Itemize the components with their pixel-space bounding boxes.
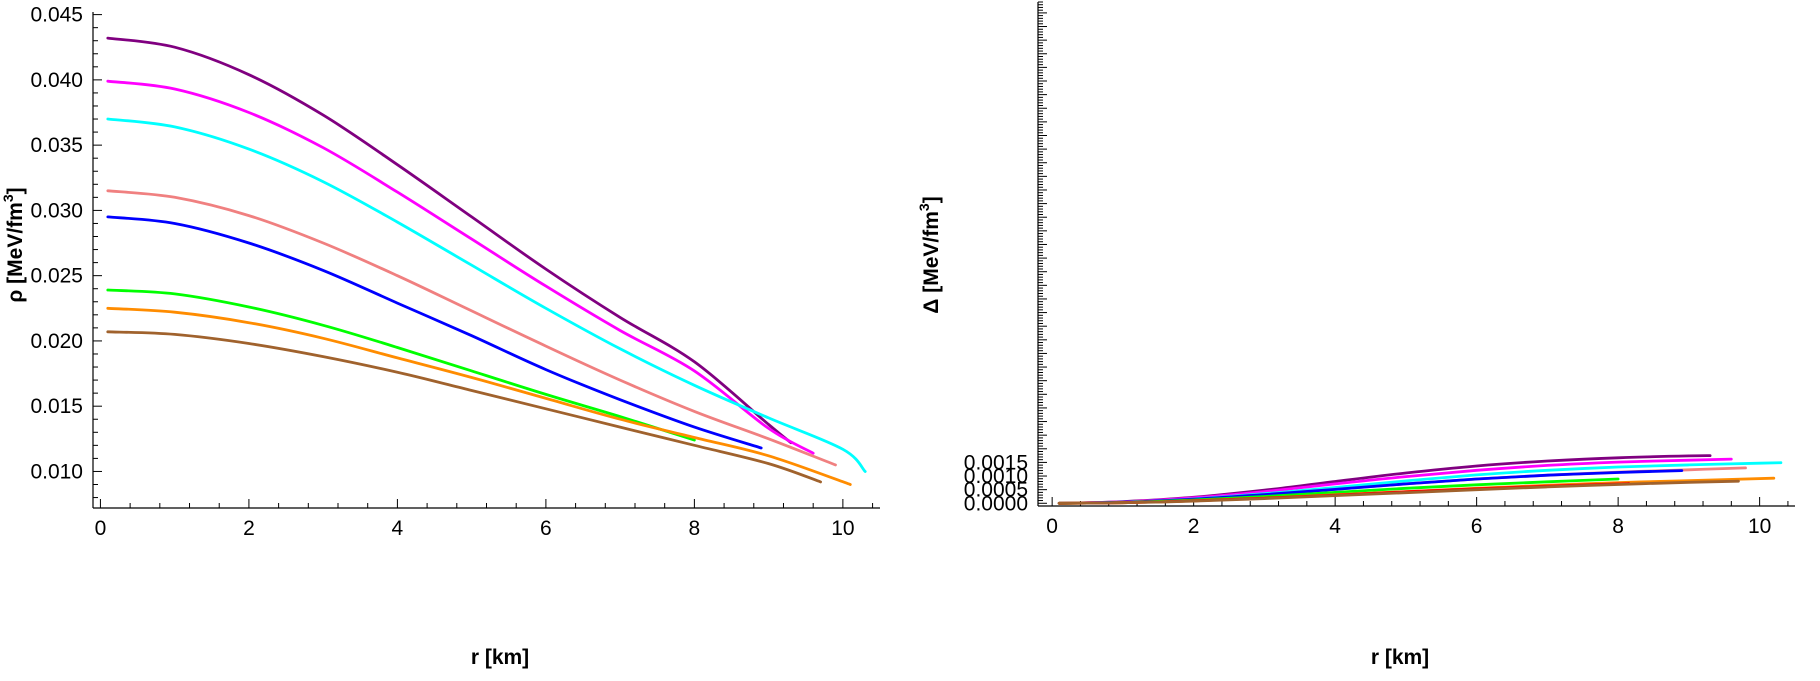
- series-line-2: [106, 79, 815, 455]
- y-axis-title-sup: 3: [916, 203, 932, 211]
- y-tick-label: 0.010: [30, 460, 83, 483]
- y-tick-label: 0.045: [30, 4, 83, 27]
- x-tick-label: 10: [831, 517, 854, 540]
- x-tick-label: 6: [540, 517, 552, 540]
- y-tick-label: 0.0015: [964, 451, 1028, 474]
- density-chart: 0.010 0.015 0.020 0.025 0.030 0.035 0.040 0.045…: [0, 4, 880, 669]
- series-line-5: [106, 215, 763, 450]
- x-tick-label: 0: [95, 517, 107, 540]
- y-axis-title-main: Δ [MeV/fm: [920, 211, 943, 314]
- x-axis: 0 2 4 6 8 10: [93, 499, 880, 540]
- x-tick-label: 0: [1046, 515, 1058, 538]
- y-axis: 0.010 0.015 0.020 0.025 0.030 0.035 0.040 0.045: [30, 4, 102, 508]
- y-tick-label: 0.020: [30, 330, 83, 353]
- x-tick-label: 8: [1612, 515, 1624, 538]
- series-group: [106, 36, 867, 486]
- series-line-9: [1057, 479, 1740, 505]
- x-tick-label: 4: [1329, 515, 1341, 538]
- y-tick-label: 0.015: [30, 395, 83, 418]
- y-axis-title-end: ]: [920, 196, 943, 203]
- series-line-7: [106, 306, 852, 486]
- series-line-5: [1057, 469, 1684, 505]
- series-line-6: [106, 288, 696, 442]
- x-axis-title: r [km]: [471, 646, 529, 669]
- y-axis-title: Δ [MeV/fm3]: [916, 196, 943, 313]
- y-axis-title-sup: 3: [0, 194, 16, 202]
- y-axis-title-end: ]: [4, 187, 27, 194]
- y-tick-label: 0.0005: [964, 479, 1028, 502]
- x-axis: 0 2 4 6 8 10: [1038, 497, 1795, 538]
- y-tick-label: 0.030: [30, 199, 83, 222]
- series-line-8: [106, 330, 822, 484]
- y-tick-label: 0.025: [30, 265, 83, 288]
- x-tick-label: 4: [392, 517, 404, 540]
- y-tick-label: 0.0000: [964, 492, 1028, 515]
- x-tick-label: 2: [1188, 515, 1200, 538]
- y-axis-title-main: ρ [MeV/fm: [4, 202, 27, 303]
- series-line-1: [106, 36, 793, 445]
- y-tick-label: 0.0010: [964, 465, 1028, 488]
- x-tick-label: 10: [1748, 515, 1771, 538]
- x-tick-label: 2: [243, 517, 255, 540]
- series-line-4: [106, 189, 837, 467]
- x-tick-label: 8: [689, 517, 701, 540]
- y-tick-label: 0.040: [30, 69, 83, 92]
- series-group: [1057, 454, 1783, 505]
- x-axis-title: r [km]: [1371, 646, 1429, 669]
- y-axis-title: ρ [MeV/fm3]: [0, 187, 27, 302]
- series-line-3: [106, 117, 867, 473]
- y-tick-label: 0.035: [30, 134, 83, 157]
- x-tick-label: 6: [1471, 515, 1483, 538]
